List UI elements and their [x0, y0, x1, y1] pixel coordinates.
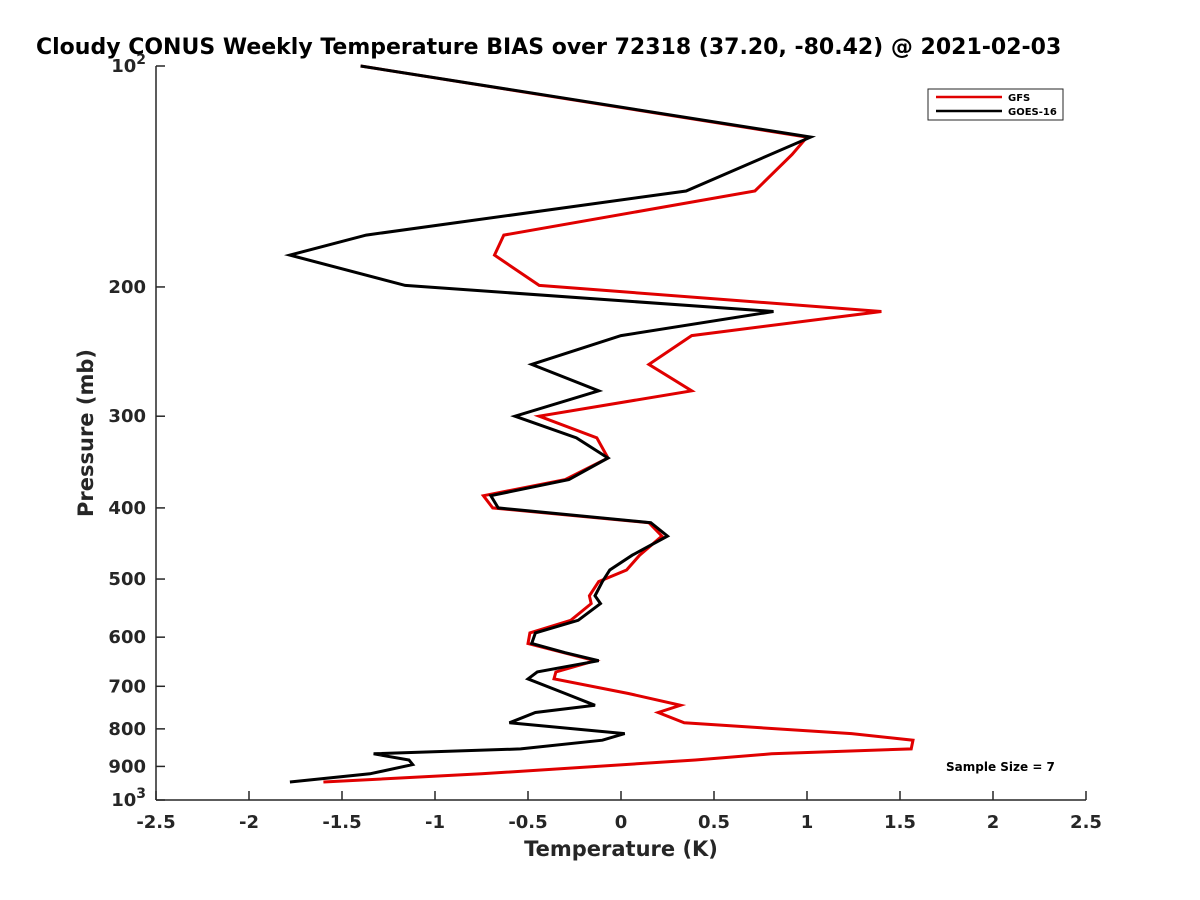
x-tick-label: 2: [987, 812, 1000, 833]
x-tick-label: -0.5: [508, 812, 547, 833]
x-tick-label: 0.5: [698, 812, 730, 833]
x-tick-label: 0: [615, 812, 628, 833]
series-layer: [283, 64, 915, 784]
x-tick-label: 1.5: [884, 812, 916, 833]
y-tick-label: 900: [108, 756, 146, 777]
plot-area: [156, 66, 1086, 800]
legend-label-goes-16: GOES-16: [1008, 107, 1057, 118]
sample-size-annotation: Sample Size = 7: [946, 760, 1055, 774]
x-tick-label: -2: [239, 812, 259, 833]
legend: GFS GOES-16: [927, 88, 1064, 121]
legend-box: [927, 88, 1064, 121]
y-tick-label: 700: [108, 676, 146, 697]
x-tick-label: -2.5: [136, 812, 175, 833]
x-tick-label: 1: [801, 812, 814, 833]
y-axis-label: Pressure (mb): [74, 349, 98, 517]
y-tick-label: 500: [108, 569, 146, 590]
y-tick-label: 103: [111, 786, 146, 811]
y-axis-ticks: 102 200 300 400 500 600 700 800 900 103: [108, 52, 165, 811]
series-line-goes-16: [283, 64, 817, 784]
series-line-gfs: [323, 64, 915, 784]
y-tick-label: 800: [108, 719, 146, 740]
x-tick-label: -1: [425, 812, 445, 833]
chart-title: Cloudy CONUS Weekly Temperature BIAS ove…: [36, 35, 1061, 60]
y-tick-label: 300: [108, 406, 146, 427]
x-tick-label: -1.5: [322, 812, 361, 833]
y-tick-label: 400: [108, 498, 146, 519]
legend-label-gfs: GFS: [1008, 93, 1030, 104]
y-tick-label: 102: [111, 52, 146, 77]
y-tick-label: 200: [108, 277, 146, 298]
x-tick-label: 2.5: [1070, 812, 1102, 833]
x-axis-label: Temperature (K): [524, 837, 718, 861]
y-tick-label: 600: [108, 627, 146, 648]
x-axis-ticks: -2.5 -2 -1.5 -1 -0.5 0 0.5 1 1.5 2 2.5: [136, 791, 1102, 833]
